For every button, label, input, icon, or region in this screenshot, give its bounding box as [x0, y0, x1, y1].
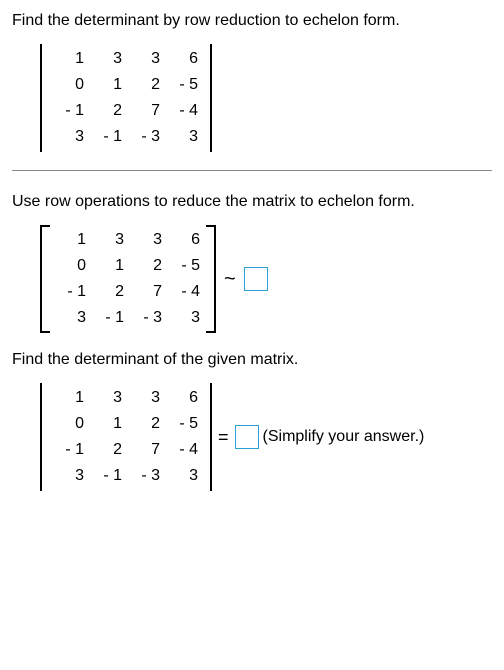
bracket-matrix-row: 1336 012- 5 - 127- 4 3- 1- 33 ~	[40, 225, 492, 333]
echelon-answer-input[interactable]	[244, 267, 268, 291]
determinant-matrix-1: 1336 012- 5 - 127- 4 3- 1- 33	[40, 44, 492, 152]
tilde-symbol: ~	[224, 268, 236, 291]
main-instruction: Find the determinant by row reduction to…	[12, 12, 492, 30]
matrix-table-3: 1336 012- 5 - 127- 4 3- 1- 33	[50, 385, 202, 489]
simplify-hint: (Simplify your answer.)	[263, 428, 425, 446]
separator	[12, 170, 492, 171]
determinant-answer-input[interactable]	[235, 425, 259, 449]
matrix-table-2: 1336 012- 5 - 127- 4 3- 1- 33	[52, 227, 204, 331]
determinant-matrix-3-row: 1336 012- 5 - 127- 4 3- 1- 33 = (Simplif…	[40, 383, 492, 491]
matrix-table-1: 1336 012- 5 - 127- 4 3- 1- 33	[50, 46, 202, 150]
part2-instruction: Find the determinant of the given matrix…	[12, 351, 492, 369]
part1-instruction: Use row operations to reduce the matrix …	[12, 193, 492, 211]
equals-symbol: =	[218, 427, 229, 448]
